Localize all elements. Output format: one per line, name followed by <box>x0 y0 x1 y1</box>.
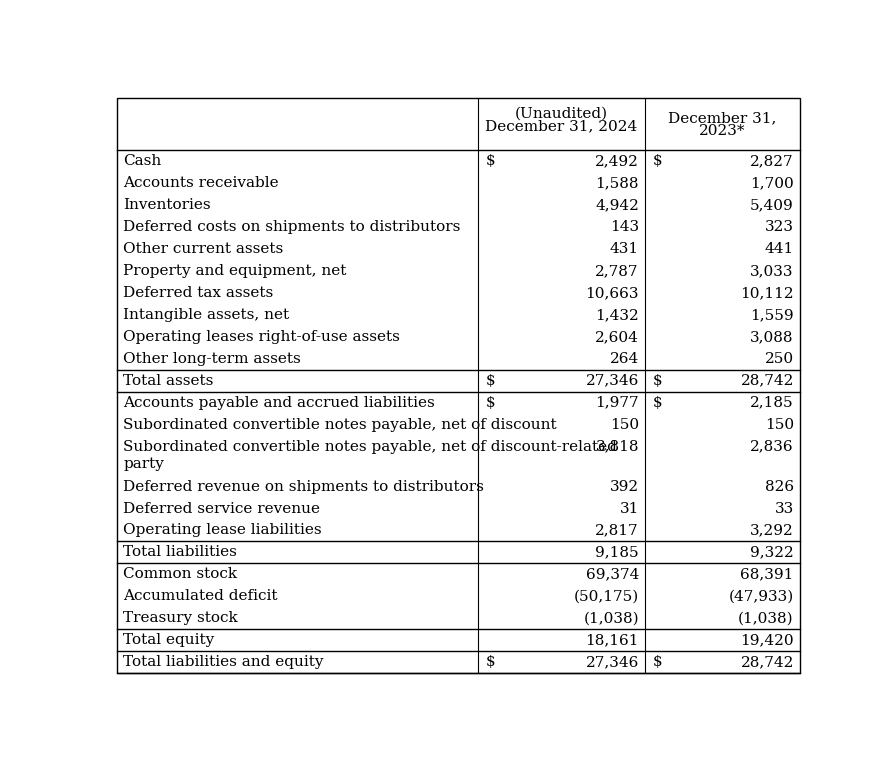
Text: Accounts payable and accrued liabilities: Accounts payable and accrued liabilities <box>123 396 434 409</box>
Text: 4,942: 4,942 <box>595 198 638 212</box>
Text: 150: 150 <box>609 418 638 432</box>
Text: party: party <box>123 457 164 471</box>
Text: Deferred tax assets: Deferred tax assets <box>123 286 274 300</box>
Text: 68,391: 68,391 <box>739 567 793 581</box>
Text: 150: 150 <box>763 418 793 432</box>
Text: 31: 31 <box>619 501 638 516</box>
Text: Treasury stock: Treasury stock <box>123 611 238 625</box>
Text: Intangible assets, net: Intangible assets, net <box>123 308 290 322</box>
Text: 3,088: 3,088 <box>749 330 793 344</box>
Text: Property and equipment, net: Property and equipment, net <box>123 264 347 278</box>
Text: 1,700: 1,700 <box>749 177 793 190</box>
Text: Other current assets: Other current assets <box>123 242 283 256</box>
Text: Total equity: Total equity <box>123 633 215 647</box>
Text: 264: 264 <box>609 352 638 365</box>
Text: 392: 392 <box>609 480 638 493</box>
Text: 2023*: 2023* <box>698 124 745 138</box>
Text: 1,559: 1,559 <box>749 308 793 322</box>
Text: 69,374: 69,374 <box>585 567 638 581</box>
Text: $: $ <box>485 655 494 669</box>
Text: $: $ <box>652 396 662 409</box>
Text: $: $ <box>485 396 494 409</box>
Text: 250: 250 <box>763 352 793 365</box>
Text: 2,787: 2,787 <box>595 264 638 278</box>
Text: Common stock: Common stock <box>123 567 238 581</box>
Text: Operating lease liabilities: Operating lease liabilities <box>123 524 322 537</box>
Text: 1,977: 1,977 <box>595 396 638 409</box>
Text: 323: 323 <box>764 220 793 234</box>
Text: 2,492: 2,492 <box>595 154 638 168</box>
Text: 826: 826 <box>763 480 793 493</box>
Text: 2,185: 2,185 <box>749 396 793 409</box>
Text: 33: 33 <box>774 501 793 516</box>
Text: 28,742: 28,742 <box>739 655 793 669</box>
Text: 2,604: 2,604 <box>595 330 638 344</box>
Text: $: $ <box>652 374 662 388</box>
Text: Deferred revenue on shipments to distributors: Deferred revenue on shipments to distrib… <box>123 480 484 493</box>
Text: Cash: Cash <box>123 154 162 168</box>
Text: Other long-term assets: Other long-term assets <box>123 352 301 365</box>
Text: 10,663: 10,663 <box>585 286 638 300</box>
Text: Subordinated convertible notes payable, net of discount: Subordinated convertible notes payable, … <box>123 418 556 432</box>
Text: 2,827: 2,827 <box>749 154 793 168</box>
Text: Operating leases right-of-use assets: Operating leases right-of-use assets <box>123 330 400 344</box>
Text: December 31,: December 31, <box>668 112 776 126</box>
Text: 441: 441 <box>763 242 793 256</box>
Text: $: $ <box>652 154 662 168</box>
Text: $: $ <box>485 154 494 168</box>
Text: (1,038): (1,038) <box>583 611 638 625</box>
Text: 3,818: 3,818 <box>595 439 638 454</box>
Text: (1,038): (1,038) <box>738 611 793 625</box>
Text: 27,346: 27,346 <box>585 655 638 669</box>
Text: Accumulated deficit: Accumulated deficit <box>123 589 278 603</box>
Text: 143: 143 <box>609 220 638 234</box>
Text: (50,175): (50,175) <box>573 589 638 603</box>
Text: 27,346: 27,346 <box>585 374 638 388</box>
Text: 19,420: 19,420 <box>739 633 793 647</box>
Text: Accounts receivable: Accounts receivable <box>123 177 279 190</box>
Text: 28,742: 28,742 <box>739 374 793 388</box>
Text: 2,836: 2,836 <box>749 439 793 454</box>
Text: 431: 431 <box>609 242 638 256</box>
Text: Inventories: Inventories <box>123 198 211 212</box>
Text: Subordinated convertible notes payable, net of discount-related: Subordinated convertible notes payable, … <box>123 439 617 454</box>
Text: (47,933): (47,933) <box>728 589 793 603</box>
Text: December 31, 2024: December 31, 2024 <box>485 120 637 133</box>
Text: 1,588: 1,588 <box>595 177 638 190</box>
Text: Total liabilities: Total liabilities <box>123 545 237 560</box>
Text: (Unaudited): (Unaudited) <box>514 107 607 121</box>
Text: $: $ <box>652 655 662 669</box>
Text: Deferred costs on shipments to distributors: Deferred costs on shipments to distribut… <box>123 220 460 234</box>
Text: 9,185: 9,185 <box>595 545 638 560</box>
Text: 18,161: 18,161 <box>585 633 638 647</box>
Text: Total liabilities and equity: Total liabilities and equity <box>123 655 324 669</box>
Text: 9,322: 9,322 <box>749 545 793 560</box>
Text: 3,033: 3,033 <box>749 264 793 278</box>
Text: 5,409: 5,409 <box>749 198 793 212</box>
Text: 10,112: 10,112 <box>739 286 793 300</box>
Text: Deferred service revenue: Deferred service revenue <box>123 501 320 516</box>
Text: $: $ <box>485 374 494 388</box>
Text: Total assets: Total assets <box>123 374 214 388</box>
Text: 3,292: 3,292 <box>749 524 793 537</box>
Text: 2,817: 2,817 <box>595 524 638 537</box>
Text: 1,432: 1,432 <box>595 308 638 322</box>
